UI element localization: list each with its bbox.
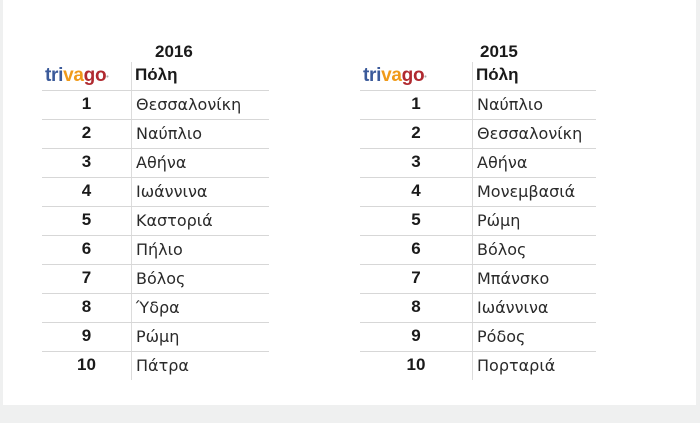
city-cell: Πορταριά <box>477 356 556 375</box>
city-cell: Μονεμβασιά <box>477 182 576 201</box>
city-cell: Θεσσαλονίκη <box>136 95 242 114</box>
table-row: 9 Ρώμη <box>42 322 269 351</box>
rank-cell: 3 <box>81 152 92 171</box>
table-row: 4 Ιωάννινα <box>42 177 269 206</box>
rank-cell: 1 <box>81 94 92 113</box>
page: 2016 trivago• Πόλη 1 Θεσσαλονίκη 2 Ναύπλιο… <box>3 0 696 405</box>
table-row: 8 Ιωάννινα <box>360 293 596 322</box>
table-row: 9 Ρόδος <box>360 322 596 351</box>
city-cell: Ναύπλιο <box>136 124 203 143</box>
trivago-logo: trivago• <box>45 65 109 86</box>
rank-cell: 6 <box>81 239 92 258</box>
city-cell: Ρώμη <box>136 327 180 346</box>
rank-cell: 4 <box>81 181 92 200</box>
table-row: 7 Μπάνσκο <box>360 264 596 293</box>
rank-cell: 7 <box>411 268 421 287</box>
rank-cell: 9 <box>81 326 92 345</box>
table-row: 10 Πάτρα <box>42 351 269 380</box>
table-header: trivago• Πόλη <box>360 62 596 90</box>
table-row: 7 Βόλος <box>42 264 269 293</box>
rank-cell: 2 <box>411 123 421 142</box>
rank-cell: 5 <box>411 210 421 229</box>
table-row: 6 Βόλος <box>360 235 596 264</box>
city-cell: Ρόδος <box>477 327 526 346</box>
city-cell: Αθήνα <box>477 153 528 172</box>
city-cell: Πάτρα <box>136 356 189 375</box>
city-cell: Βόλος <box>136 269 186 288</box>
city-cell: Αθήνα <box>136 153 187 172</box>
table-row: 10 Πορταριά <box>360 351 596 380</box>
city-cell: Ρώμη <box>477 211 521 230</box>
table-row: 6 Πήλιο <box>42 235 269 264</box>
table-row: 4 Μονεμβασιά <box>360 177 596 206</box>
rank-cell: 3 <box>411 152 421 171</box>
table-header: trivago• Πόλη <box>42 62 269 90</box>
rank-cell: 4 <box>411 181 421 200</box>
table-row: 2 Θεσσαλονίκη <box>360 119 596 148</box>
city-cell: Μπάνσκο <box>477 269 550 288</box>
table-row: 8 Ύδρα <box>42 293 269 322</box>
city-cell: Ύδρα <box>136 298 180 317</box>
rank-cell: 8 <box>411 297 421 316</box>
city-cell: Καστοριά <box>136 211 213 230</box>
city-column-header: Πόλη <box>476 65 519 84</box>
trivago-logo: trivago• <box>363 65 427 86</box>
city-cell: Ιωάννινα <box>136 182 208 201</box>
city-cell: Θεσσαλονίκη <box>477 124 583 143</box>
table-row: 1 Ναύπλιο <box>360 90 596 119</box>
table-row: 5 Καστοριά <box>42 206 269 235</box>
table-year: 2015 <box>480 42 518 61</box>
rank-cell: 10 <box>406 355 426 374</box>
table-row: 1 Θεσσαλονίκη <box>42 90 269 119</box>
city-cell: Βόλος <box>477 240 527 259</box>
rank-cell: 1 <box>411 94 421 113</box>
rank-cell: 8 <box>81 297 92 316</box>
table-row: 5 Ρώμη <box>360 206 596 235</box>
rank-cell: 2 <box>81 123 92 142</box>
city-cell: Ναύπλιο <box>477 95 544 114</box>
city-column-header: Πόλη <box>135 65 178 84</box>
table-row: 2 Ναύπλιο <box>42 119 269 148</box>
table-year: 2016 <box>155 42 193 61</box>
column-divider <box>472 62 473 380</box>
rank-cell: 7 <box>81 268 92 287</box>
table-row: 3 Αθήνα <box>42 148 269 177</box>
table-row: 3 Αθήνα <box>360 148 596 177</box>
column-divider <box>131 62 132 380</box>
rank-cell: 5 <box>81 210 92 229</box>
rank-cell: 10 <box>77 355 96 374</box>
city-cell: Πήλιο <box>136 240 183 259</box>
city-cell: Ιωάννινα <box>477 298 549 317</box>
rank-cell: 6 <box>411 239 421 258</box>
rank-cell: 9 <box>411 326 421 345</box>
